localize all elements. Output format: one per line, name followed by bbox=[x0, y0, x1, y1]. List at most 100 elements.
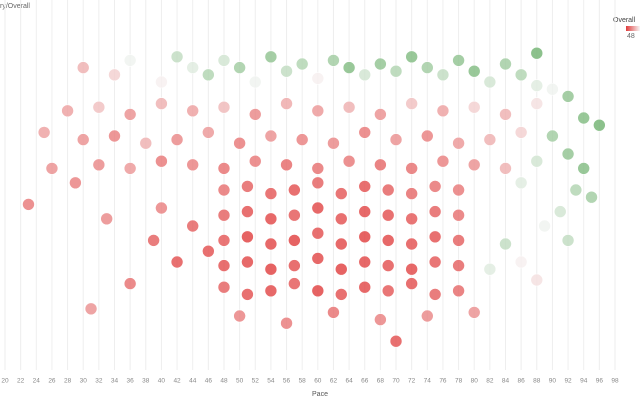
point bbox=[381, 208, 395, 222]
legend-min: 48 bbox=[627, 33, 635, 40]
x-tick-label: 90 bbox=[549, 378, 557, 385]
point bbox=[405, 97, 418, 110]
x-tick-label: 94 bbox=[580, 378, 588, 385]
point bbox=[76, 61, 90, 74]
point bbox=[311, 201, 325, 215]
point bbox=[311, 226, 325, 240]
x-tick-label: 92 bbox=[564, 378, 572, 385]
point bbox=[202, 244, 215, 258]
point bbox=[483, 75, 497, 89]
point bbox=[483, 133, 497, 146]
point bbox=[483, 262, 497, 276]
point bbox=[327, 136, 340, 150]
x-tick-label: 74 bbox=[424, 378, 432, 385]
x-tick-label: 48 bbox=[220, 378, 228, 385]
x-tick-label: 24 bbox=[33, 378, 41, 385]
point bbox=[288, 208, 301, 222]
point bbox=[374, 313, 387, 326]
point bbox=[108, 129, 121, 143]
point bbox=[405, 277, 418, 290]
x-tick-label: 28 bbox=[64, 378, 72, 385]
point bbox=[84, 302, 98, 316]
points bbox=[22, 46, 606, 348]
point bbox=[202, 126, 215, 139]
x-tick-label: 76 bbox=[439, 378, 447, 385]
x-tick-label: 40 bbox=[158, 378, 166, 385]
point bbox=[288, 183, 301, 197]
x-tick-label: 52 bbox=[252, 378, 260, 385]
point bbox=[358, 126, 372, 139]
x-tick-label: 64 bbox=[345, 378, 353, 385]
point bbox=[428, 230, 442, 244]
point bbox=[233, 136, 246, 150]
point bbox=[108, 68, 121, 82]
point bbox=[452, 259, 465, 272]
point bbox=[123, 162, 137, 175]
point bbox=[280, 64, 293, 78]
point bbox=[288, 259, 301, 272]
point bbox=[248, 108, 262, 121]
point bbox=[374, 108, 387, 121]
point bbox=[334, 262, 348, 276]
point bbox=[405, 212, 418, 226]
point bbox=[76, 133, 90, 146]
point bbox=[311, 162, 325, 175]
x-tick-label: 38 bbox=[142, 378, 150, 385]
point bbox=[514, 68, 528, 82]
point bbox=[311, 252, 325, 265]
point bbox=[22, 198, 35, 211]
point bbox=[217, 100, 231, 114]
point bbox=[288, 277, 301, 290]
point bbox=[334, 212, 348, 226]
point bbox=[467, 158, 481, 172]
point bbox=[123, 108, 137, 121]
point bbox=[452, 284, 465, 298]
point bbox=[420, 61, 434, 74]
point bbox=[123, 277, 137, 290]
x-tick-label: 96 bbox=[596, 378, 604, 385]
point bbox=[37, 126, 51, 139]
point bbox=[405, 50, 418, 64]
point bbox=[264, 284, 278, 298]
point bbox=[561, 147, 575, 161]
point bbox=[499, 237, 512, 251]
x-tick-label: 36 bbox=[127, 378, 135, 385]
point bbox=[264, 50, 278, 64]
point bbox=[452, 234, 465, 247]
point bbox=[217, 280, 231, 294]
point bbox=[538, 219, 551, 233]
point bbox=[577, 111, 591, 125]
point bbox=[155, 75, 168, 89]
point bbox=[170, 133, 184, 146]
x-tick-label: 84 bbox=[502, 378, 510, 385]
x-tick-label: 82 bbox=[486, 378, 494, 385]
point bbox=[514, 176, 528, 190]
point bbox=[217, 162, 231, 175]
point bbox=[452, 54, 465, 67]
point bbox=[389, 334, 403, 348]
point bbox=[241, 230, 254, 244]
x-tick-label: 22 bbox=[17, 378, 25, 385]
x-tick-label: 56 bbox=[283, 378, 291, 385]
point bbox=[69, 176, 82, 190]
point bbox=[280, 158, 293, 172]
point bbox=[288, 234, 301, 247]
point bbox=[264, 212, 278, 226]
point bbox=[155, 201, 168, 215]
point bbox=[334, 187, 348, 200]
point bbox=[467, 64, 481, 78]
point bbox=[241, 205, 254, 218]
point bbox=[499, 57, 512, 71]
point bbox=[155, 154, 168, 168]
point bbox=[381, 259, 395, 272]
point bbox=[358, 68, 372, 82]
point bbox=[358, 180, 372, 193]
x-tick-label: 42 bbox=[173, 378, 181, 385]
point bbox=[233, 61, 246, 74]
point bbox=[452, 208, 465, 222]
point bbox=[577, 162, 591, 175]
point bbox=[217, 259, 231, 272]
point bbox=[327, 54, 340, 67]
point bbox=[295, 133, 309, 146]
point bbox=[61, 104, 74, 118]
